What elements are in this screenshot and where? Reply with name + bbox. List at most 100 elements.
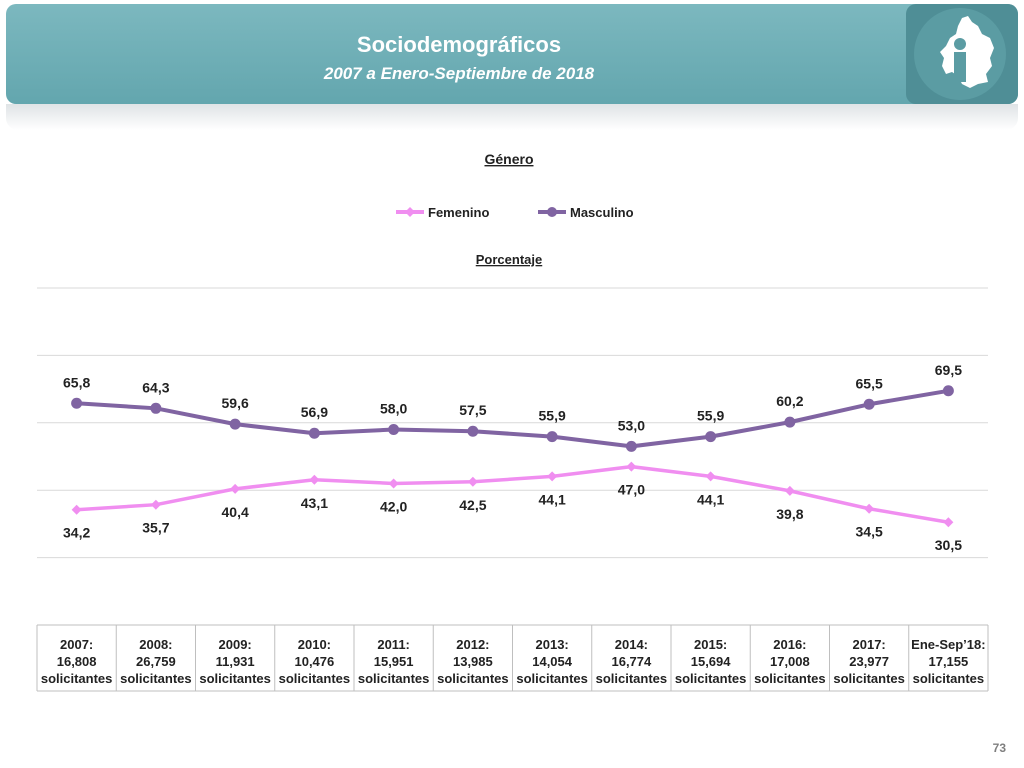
data-point-femenino (864, 503, 875, 514)
header-banner: Sociodemográficos 2007 a Enero-Septiembr… (6, 4, 1018, 104)
data-label: 56,9 (301, 404, 328, 420)
data-point-masculino (705, 431, 717, 443)
data-point-masculino (388, 424, 400, 436)
data-label: 69,5 (935, 362, 962, 378)
x-tick-label: 17,155 (928, 654, 968, 669)
data-label: 40,4 (222, 504, 249, 520)
x-tick-label: 15,694 (691, 654, 732, 669)
data-point-masculino (784, 416, 796, 428)
x-tick-label: 2007: (60, 637, 93, 652)
data-point-masculino (467, 425, 479, 437)
x-tick-label: solicitantes (913, 671, 985, 686)
x-tick-label: solicitantes (437, 671, 509, 686)
x-tick-label: 2011: (377, 637, 410, 652)
x-tick-label: 2017: (853, 637, 886, 652)
data-label: 39,8 (776, 506, 803, 522)
data-point-masculino (308, 427, 320, 439)
map-shape (940, 16, 994, 88)
data-label: 59,6 (222, 395, 249, 411)
x-tick-label: 2015: (694, 637, 727, 652)
x-tick-label: 15,951 (374, 654, 414, 669)
data-point-femenino (309, 474, 320, 485)
data-point-masculino (942, 385, 954, 397)
data-label: 34,2 (63, 525, 90, 541)
x-tick-label: 26,759 (136, 654, 176, 669)
data-point-masculino (863, 398, 875, 410)
x-axis: 2007: 16,808 solicitantes 2008: 26,759 solici… (36, 624, 989, 692)
chart-legend: Femenino Masculino (396, 205, 634, 220)
data-point-femenino (705, 471, 716, 482)
data-label: 64,3 (142, 379, 169, 395)
x-tick-label: solicitantes (754, 671, 826, 686)
data-point-femenino (547, 471, 558, 482)
data-label: 42,0 (380, 498, 407, 514)
x-tick-label: 2009: (219, 637, 252, 652)
x-tick-label: 2008: (139, 637, 172, 652)
data-point-femenino (784, 485, 795, 496)
data-point-femenino (626, 461, 637, 472)
chart-series (71, 385, 954, 528)
legend-label: Femenino (428, 205, 489, 220)
data-label: 53,0 (618, 417, 645, 433)
x-tick-label: 23,977 (849, 654, 889, 669)
x-tick-label: 2010: (298, 637, 331, 652)
page-title: Sociodemográficos (356, 32, 562, 57)
data-point-masculino (71, 397, 83, 409)
data-label: 44,1 (539, 491, 566, 507)
logo (906, 4, 1018, 104)
x-tick-label: 17,008 (770, 654, 810, 669)
legend-marker (547, 207, 557, 217)
header-shadow (6, 104, 1018, 130)
data-label: 35,7 (142, 520, 169, 536)
x-tick-label: 2014: (615, 637, 648, 652)
data-point-masculino (546, 431, 558, 443)
data-label: 44,1 (697, 491, 724, 507)
data-label: 65,8 (63, 374, 90, 390)
data-label: 57,5 (459, 402, 486, 418)
series-line-femenino (76, 464, 949, 524)
logo-bar (954, 52, 966, 82)
data-label: 34,5 (856, 524, 883, 540)
data-label: 42,5 (459, 497, 486, 513)
data-point-femenino (943, 517, 954, 528)
x-tick-label: solicitantes (279, 671, 351, 686)
data-label: 65,5 (856, 375, 883, 391)
gender-line-chart: Género Porcentaje Femenino Masculino 2007… (36, 151, 989, 692)
cdmx-map-icon (940, 16, 994, 88)
x-tick-label: 16,774 (611, 654, 652, 669)
data-point-femenino (388, 478, 399, 489)
x-tick-label: 14,054 (532, 654, 573, 669)
x-tick-label: solicitantes (516, 671, 588, 686)
data-label: 58,0 (380, 401, 407, 417)
data-point-femenino (230, 483, 241, 494)
data-label: 30,5 (935, 537, 962, 553)
chart-grid (37, 287, 988, 559)
series-line-masculino (76, 388, 949, 449)
data-label: 47,0 (618, 482, 645, 498)
legend-marker (405, 207, 415, 217)
x-tick-label: 13,985 (453, 654, 493, 669)
data-labels: 34,2 35,7 40,4 43,1 42,0 42,5 44,1 47,0 44,1 39,8… (63, 362, 962, 553)
data-point-femenino (150, 499, 161, 510)
x-tick-label: solicitantes (596, 671, 668, 686)
data-point-femenino (71, 504, 82, 515)
data-label: 43,1 (301, 495, 328, 511)
x-tick-label: solicitantes (358, 671, 430, 686)
data-point-masculino (229, 418, 241, 430)
x-tick-label: 10,476 (294, 654, 334, 669)
data-label: 60,2 (776, 393, 803, 409)
page-subtitle: 2007 a Enero-Septiembre de 2018 (323, 64, 595, 83)
data-point-masculino (625, 440, 637, 452)
x-tick-label: solicitantes (41, 671, 113, 686)
x-tick-label: 2016: (773, 637, 806, 652)
data-label: 55,9 (697, 408, 724, 424)
x-tick-label: 2013: (536, 637, 569, 652)
data-label: 55,9 (539, 408, 566, 424)
legend-label: Masculino (570, 205, 634, 220)
chart-subtitle: Porcentaje (476, 252, 542, 267)
x-tick-label: solicitantes (833, 671, 905, 686)
data-point-masculino (150, 402, 162, 414)
x-tick-label: solicitantes (199, 671, 271, 686)
x-tick-label: Ene-Sep’18: (911, 637, 985, 652)
x-tick-label: solicitantes (120, 671, 192, 686)
